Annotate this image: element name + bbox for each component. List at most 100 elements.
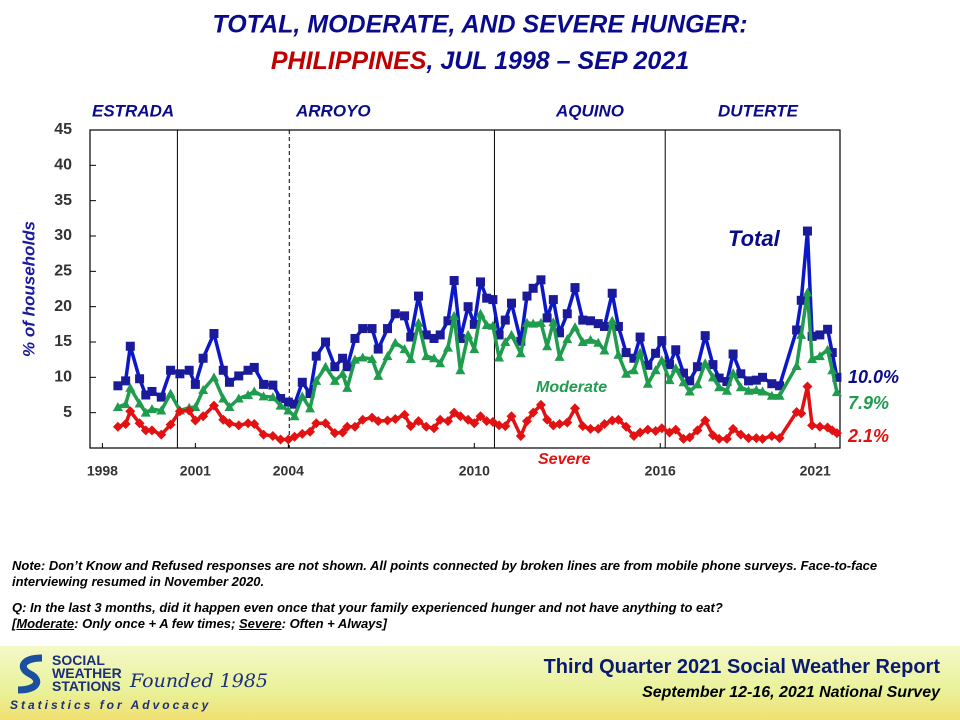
data-point bbox=[807, 420, 818, 431]
chart-title: TOTAL, MODERATE, AND SEVERE HUNGER: bbox=[212, 11, 747, 39]
data-point bbox=[357, 414, 368, 425]
data-point bbox=[405, 353, 416, 363]
data-point bbox=[463, 329, 474, 339]
x-tick-label: 2016 bbox=[645, 463, 676, 479]
data-point bbox=[224, 402, 235, 412]
data-point bbox=[147, 386, 157, 396]
data-point bbox=[208, 400, 219, 411]
data-point bbox=[643, 360, 653, 370]
data-point bbox=[621, 348, 631, 358]
data-point bbox=[156, 392, 166, 402]
data-point bbox=[735, 429, 746, 440]
data-point bbox=[570, 322, 581, 332]
data-point bbox=[522, 291, 532, 301]
data-point bbox=[506, 298, 516, 308]
data-point bbox=[536, 275, 546, 285]
data-point bbox=[399, 344, 410, 354]
data-point bbox=[577, 337, 588, 346]
data-point bbox=[728, 349, 738, 359]
data-point bbox=[442, 342, 453, 352]
y-tick-label: 20 bbox=[54, 298, 72, 315]
data-point bbox=[494, 352, 505, 362]
data-point bbox=[823, 324, 833, 334]
data-point bbox=[243, 418, 254, 429]
data-point bbox=[357, 352, 368, 362]
data-point bbox=[607, 415, 618, 426]
data-point bbox=[469, 418, 480, 429]
data-point bbox=[338, 353, 348, 363]
data-point bbox=[613, 321, 623, 331]
data-point bbox=[125, 341, 135, 351]
data-point bbox=[515, 348, 526, 358]
data-point bbox=[714, 373, 724, 383]
data-point bbox=[832, 372, 842, 382]
data-point bbox=[121, 376, 131, 386]
data-point bbox=[421, 330, 431, 340]
data-point bbox=[744, 376, 754, 386]
data-point bbox=[120, 399, 131, 409]
data-point bbox=[297, 391, 308, 401]
data-point bbox=[670, 424, 681, 435]
data-point bbox=[455, 411, 466, 422]
data-point bbox=[831, 428, 842, 439]
data-point bbox=[714, 433, 725, 444]
data-point bbox=[443, 316, 453, 326]
data-point bbox=[243, 365, 253, 375]
logo-line: SOCIAL bbox=[52, 652, 105, 668]
data-point bbox=[792, 325, 802, 335]
data-point bbox=[775, 381, 785, 391]
data-point bbox=[329, 428, 340, 439]
data-point bbox=[165, 419, 176, 430]
data-point bbox=[586, 316, 596, 326]
data-point bbox=[562, 417, 573, 428]
data-point bbox=[383, 324, 393, 334]
chart: TOTAL, MODERATE, AND SEVERE HUNGER: PHIL… bbox=[19, 11, 899, 479]
data-point bbox=[429, 333, 439, 343]
data-point bbox=[629, 353, 639, 363]
data-point bbox=[349, 354, 360, 364]
data-point bbox=[535, 399, 546, 410]
definition-part: : Often + Always] bbox=[281, 616, 387, 631]
data-point bbox=[233, 393, 244, 403]
report-title: Third Quarter 2021 Social Weather Report bbox=[543, 656, 940, 678]
data-point bbox=[198, 385, 209, 395]
data-point bbox=[585, 423, 596, 434]
data-point bbox=[289, 411, 300, 421]
data-point bbox=[758, 372, 768, 382]
data-point bbox=[521, 317, 532, 327]
data-point bbox=[521, 416, 532, 427]
data-point bbox=[249, 418, 260, 429]
data-point bbox=[635, 332, 645, 342]
data-point bbox=[642, 424, 653, 435]
y-tick-label: 15 bbox=[54, 333, 72, 350]
data-point bbox=[342, 362, 352, 372]
data-point bbox=[707, 372, 718, 382]
data-point bbox=[218, 393, 229, 403]
data-point bbox=[190, 379, 200, 389]
y-tick-label: 40 bbox=[54, 157, 72, 174]
footer: SOCIAL WEATHER STATIONS Founded 1985 Stati… bbox=[0, 646, 960, 720]
data-point bbox=[593, 423, 604, 434]
x-tick-label: 2010 bbox=[459, 463, 490, 479]
data-point bbox=[405, 421, 416, 432]
data-point bbox=[475, 308, 486, 318]
x-tick-label: 1998 bbox=[87, 463, 118, 479]
data-point bbox=[342, 421, 353, 432]
data-point bbox=[554, 418, 565, 429]
data-point bbox=[607, 315, 618, 325]
data-point bbox=[208, 372, 219, 382]
data-point bbox=[156, 429, 167, 440]
data-point bbox=[305, 403, 316, 413]
data-point bbox=[184, 405, 195, 416]
data-point bbox=[802, 287, 813, 297]
data-point bbox=[665, 360, 675, 370]
data-point bbox=[259, 379, 269, 389]
data-point bbox=[814, 351, 825, 361]
data-point bbox=[751, 385, 762, 395]
data-point bbox=[475, 411, 486, 422]
data-point bbox=[751, 375, 761, 385]
data-point bbox=[562, 309, 572, 319]
data-point bbox=[621, 421, 632, 432]
y-tick-label: 45 bbox=[54, 121, 72, 138]
data-point bbox=[320, 418, 331, 429]
